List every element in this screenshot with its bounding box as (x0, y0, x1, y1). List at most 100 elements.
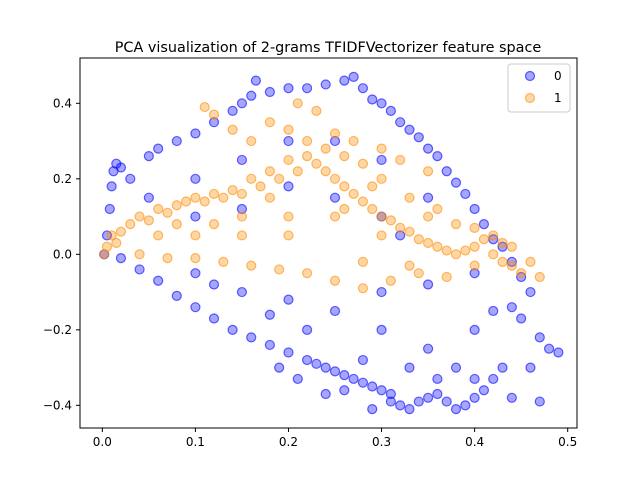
series-1-point (320, 166, 331, 177)
series-1-point (339, 181, 350, 192)
series-1-point (264, 192, 275, 203)
series-1-point (329, 211, 341, 222)
series-1-point (143, 215, 154, 226)
series-0-point (357, 377, 369, 388)
series-0-point (367, 381, 378, 392)
x-tick-label: 0.2 (279, 435, 298, 449)
series-1-point (376, 211, 387, 222)
series-0-point (264, 339, 275, 351)
series-0-point (525, 286, 536, 298)
series-1-point (432, 241, 443, 252)
series-0-point (320, 79, 331, 90)
series-1-point (227, 185, 238, 196)
series-1-point (376, 173, 387, 184)
series-1-point (153, 203, 164, 215)
series-1-point (255, 181, 266, 192)
series-0-point (236, 203, 248, 215)
series-1-point (422, 211, 434, 222)
series-1-point (208, 188, 220, 200)
series-0-point (404, 124, 415, 135)
series-0-point (236, 98, 248, 109)
series-1-point (134, 249, 145, 260)
series-0-point (292, 373, 303, 385)
series-0-point (339, 370, 350, 381)
series-0-point (339, 75, 350, 86)
series-1-point (478, 234, 490, 245)
series-1-point (218, 256, 229, 267)
series-0-point (488, 305, 499, 317)
series-0-point (469, 392, 480, 403)
series-0-point (376, 385, 387, 396)
series-0-point (264, 309, 275, 320)
y-tick-label: 0.4 (53, 96, 72, 110)
series-0-point (301, 83, 313, 94)
series-1-point (190, 253, 201, 264)
series-0-point (376, 98, 387, 109)
series-1-point (376, 143, 387, 154)
series-1-point (227, 124, 238, 135)
series-1-point (534, 271, 545, 283)
series-1-point (404, 260, 415, 271)
series-0-point (525, 362, 536, 373)
series-0-point (404, 404, 415, 415)
series-1-point (311, 105, 322, 116)
series-0-point (432, 151, 443, 162)
x-tick-label: 0.5 (558, 435, 577, 449)
series-0-point (432, 388, 443, 400)
series-1-point (274, 173, 285, 184)
series-0-point (506, 392, 517, 403)
legend-box (507, 63, 571, 113)
series-0-point (283, 135, 294, 147)
series-1-point (488, 249, 499, 260)
series-0-point (208, 117, 220, 128)
series-0-point (460, 400, 471, 411)
series-0-point (125, 173, 136, 184)
series-0-point (348, 71, 359, 82)
series-1-point (460, 245, 471, 256)
series-1-point (218, 192, 229, 203)
series-0-point (190, 128, 201, 139)
series-0-point (450, 177, 462, 188)
series-0-point (171, 135, 182, 147)
series-1-point (292, 98, 303, 109)
series-1-point (329, 128, 341, 139)
x-tick-label: 0.3 (372, 435, 391, 449)
series-0-point (441, 166, 452, 177)
series-0-point (395, 117, 406, 128)
series-1-point (525, 256, 536, 267)
series-0-point (104, 203, 115, 215)
series-1-point (385, 215, 396, 226)
series-1-point (413, 234, 424, 245)
series-0-point (227, 105, 238, 116)
series-0-point (329, 305, 341, 317)
series-0-point (497, 362, 508, 373)
series-0-point (320, 388, 331, 400)
series-0-point (450, 404, 462, 415)
series-0-point (246, 90, 257, 101)
plot-frame (79, 57, 578, 429)
series-0-point (357, 83, 369, 94)
series-1-point (395, 154, 406, 166)
series-1-point (125, 219, 136, 230)
series-0-point (469, 373, 480, 385)
series-0-point (506, 302, 517, 313)
series-1-point (283, 211, 294, 222)
series-0-point (329, 192, 341, 203)
series-1-point (469, 222, 480, 233)
series-1-point (320, 143, 331, 154)
series-1-point (208, 109, 220, 120)
series-0-point (329, 366, 341, 377)
series-1-point (432, 203, 443, 215)
series-0-point (516, 271, 527, 283)
series-1-point (236, 211, 248, 222)
series-1-point (404, 192, 415, 203)
series-0-point (488, 373, 499, 385)
series-0-point (441, 396, 452, 407)
series-1-point (199, 101, 210, 113)
series-0-point (283, 83, 294, 94)
series-0-point (236, 154, 248, 166)
series-1-point (339, 151, 350, 162)
series-1-point (181, 196, 192, 207)
axes-layer: 0.0 0.1 0.2 0.3 0.4 0.5 −0.4 −0.2 0.0 0.2 0.4 (43, 57, 578, 449)
series-1-point (311, 158, 322, 169)
